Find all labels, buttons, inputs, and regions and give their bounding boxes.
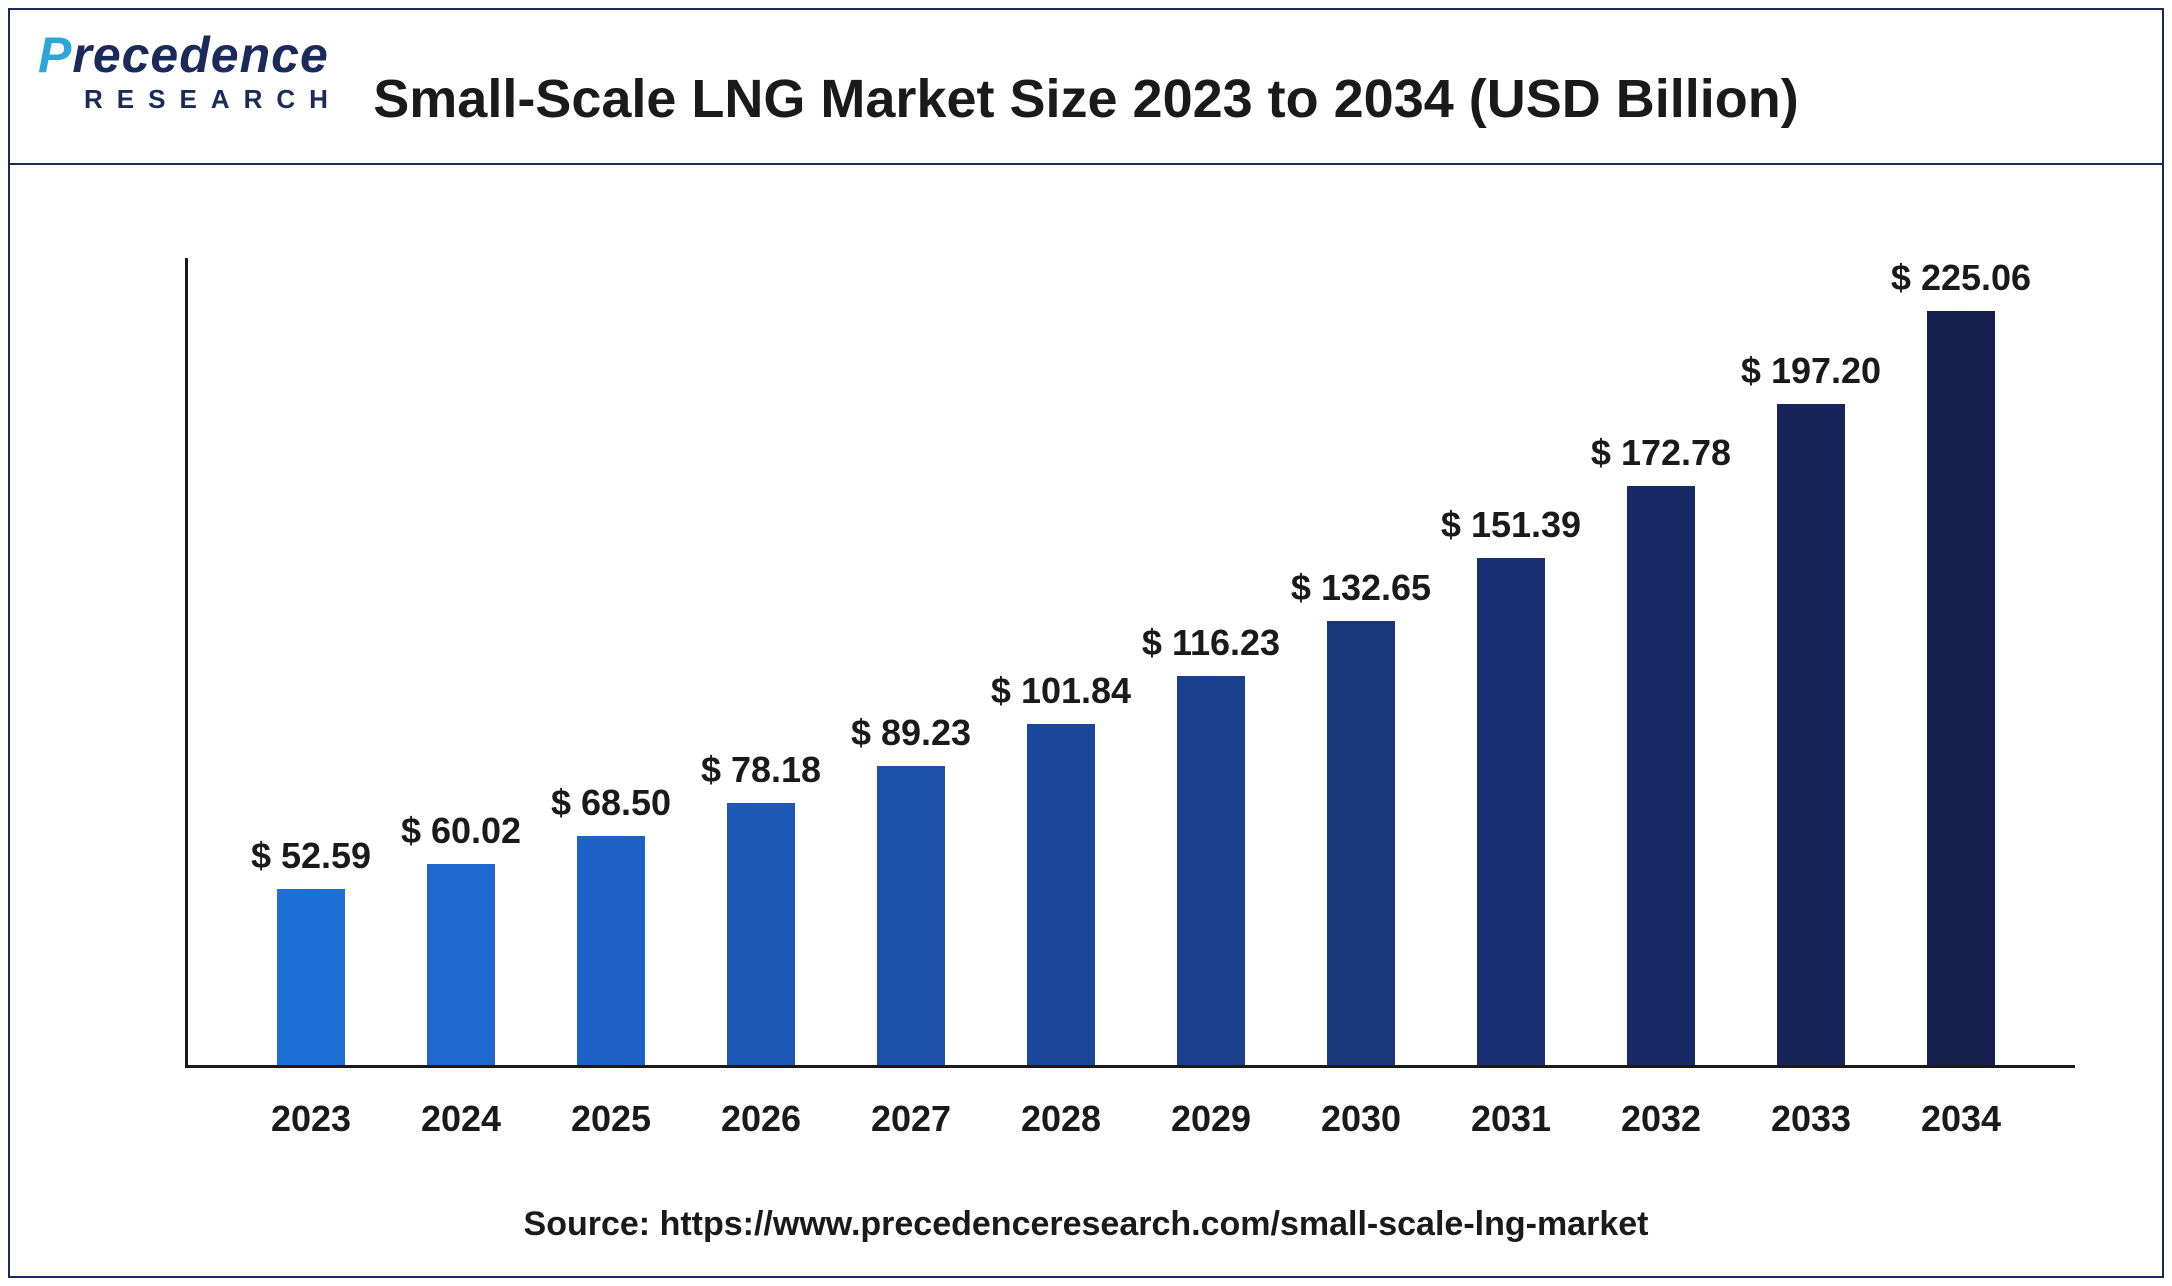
- y-axis: [185, 258, 188, 1068]
- bar-value-label: $ 78.18: [651, 749, 871, 791]
- bar: [1327, 621, 1395, 1065]
- bar: [1027, 724, 1095, 1065]
- x-tick-label: 2031: [1436, 1098, 1586, 1140]
- bar-value-label: $ 197.20: [1701, 350, 1921, 392]
- bar: [277, 889, 345, 1065]
- source-text: Source: https://www.precedenceresearch.c…: [10, 1205, 2162, 1244]
- x-tick-label: 2025: [536, 1098, 686, 1140]
- header: Precedence RESEARCH Small-Scale LNG Mark…: [10, 10, 2162, 165]
- bar: [577, 836, 645, 1065]
- bar: [1927, 311, 1995, 1065]
- x-tick-label: 2026: [686, 1098, 836, 1140]
- x-tick-label: 2027: [836, 1098, 986, 1140]
- x-tick-label: 2032: [1586, 1098, 1736, 1140]
- bar-value-label: $ 89.23: [801, 712, 1021, 754]
- chart-title: Small-Scale LNG Market Size 2023 to 2034…: [10, 68, 2162, 130]
- bar: [1477, 558, 1545, 1065]
- x-axis: [185, 1065, 2075, 1068]
- x-tick-label: 2034: [1886, 1098, 2036, 1140]
- bar: [877, 766, 945, 1065]
- bar-value-label: $ 101.84: [951, 670, 1171, 712]
- bar: [1627, 486, 1695, 1065]
- bar-value-label: $ 151.39: [1401, 504, 1621, 546]
- bar: [1177, 676, 1245, 1065]
- bar-value-label: $ 116.23: [1101, 622, 1321, 664]
- bar: [727, 803, 795, 1065]
- bar: [427, 864, 495, 1065]
- bar: [1777, 404, 1845, 1065]
- chart-frame: Precedence RESEARCH Small-Scale LNG Mark…: [8, 8, 2164, 1278]
- plot-area: $ 52.59$ 60.02$ 68.50$ 78.18$ 89.23$ 101…: [185, 258, 2065, 1068]
- bar-value-label: $ 225.06: [1851, 257, 2071, 299]
- bar-value-label: $ 172.78: [1551, 432, 1771, 474]
- x-tick-label: 2033: [1736, 1098, 1886, 1140]
- bar-value-label: $ 132.65: [1251, 567, 1471, 609]
- x-tick-label: 2028: [986, 1098, 1136, 1140]
- x-tick-label: 2030: [1286, 1098, 1436, 1140]
- x-tick-label: 2023: [236, 1098, 386, 1140]
- x-tick-label: 2024: [386, 1098, 536, 1140]
- x-tick-label: 2029: [1136, 1098, 1286, 1140]
